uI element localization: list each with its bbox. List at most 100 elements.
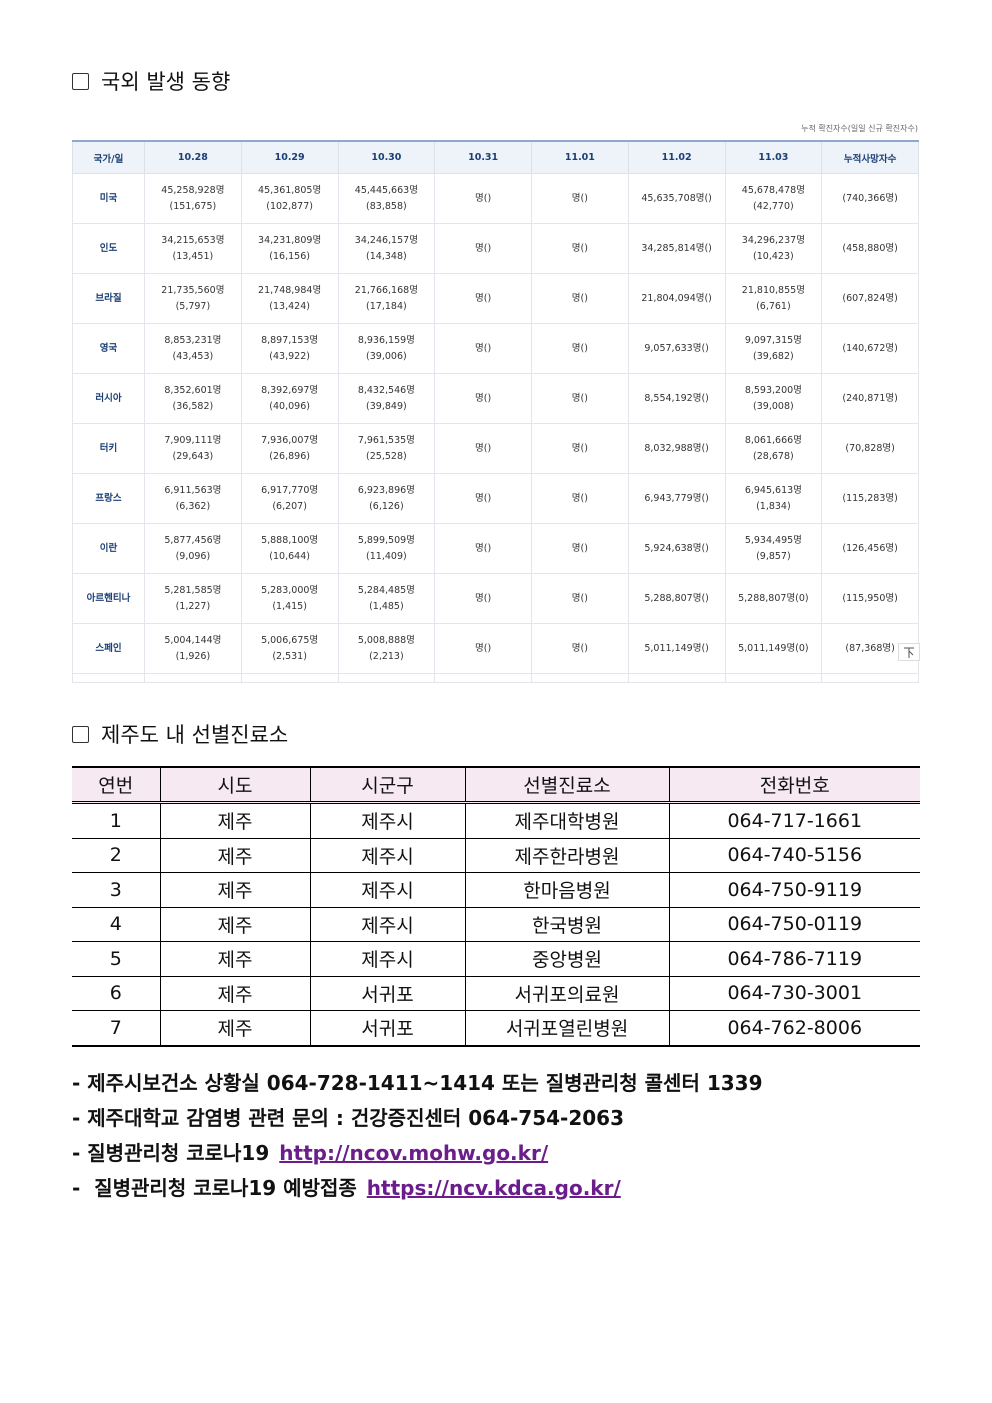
cell: 명() <box>434 573 532 624</box>
header-cell: 11.01 <box>531 140 629 174</box>
cell: 45,445,663명 (83,858) <box>337 173 436 224</box>
header-cell: 전화번호 <box>668 766 920 804</box>
cell-line: (36,582) <box>172 400 214 412</box>
link[interactable]: https://ncv.kdca.go.kr/ <box>366 1176 621 1200</box>
cell: (115,283명) <box>821 473 919 524</box>
cell-line: 8,593,200명 <box>744 384 802 396</box>
cell: 5,283,000명 (1,415) <box>240 573 339 624</box>
cell: 5,877,456명 (9,096) <box>144 523 242 574</box>
cell-line: 34,231,809명 <box>258 234 322 246</box>
cell-line: 21,804,094명() <box>641 292 712 304</box>
checkbox-icon <box>72 725 89 743</box>
cell-line: (6,207) <box>272 500 307 512</box>
cell-line: 5,284,485명 <box>357 584 415 596</box>
cell-line: 명() <box>475 592 492 604</box>
cell-line: 명() <box>475 342 492 354</box>
cell-line: (28,678) <box>753 450 794 462</box>
cell: 명() <box>531 623 629 674</box>
cell: 중앙병원 <box>464 941 670 977</box>
cell: 제주 <box>159 975 311 1011</box>
country-cell: 인도 <box>72 223 145 274</box>
cell-line: 34,246,157명 <box>354 234 418 246</box>
country-cell: 이란 <box>72 523 145 574</box>
row: 인도 34,215,653명 (13,451) 34,231,809명 (16,156)… <box>72 223 919 274</box>
row: 터키 7,909,111명 (29,643) 7,936,007명 (26,896) 7,… <box>72 423 919 474</box>
cell: 서귀포열린병원 <box>464 1010 670 1046</box>
cell-line: (39,849) <box>366 400 407 412</box>
cell-line: 8,061,666명 <box>744 434 802 446</box>
row: 영국 8,853,231명 (43,453) 8,897,153명 (43,922) 8,… <box>72 323 919 374</box>
cell-line: 45,258,928명 <box>161 184 225 196</box>
cell: 9,097,315명 (39,682) <box>724 323 823 374</box>
cell: 3 <box>72 872 161 908</box>
cell-line: (42,770) <box>753 200 794 212</box>
cell-line: 명() <box>475 292 492 304</box>
cell: 명() <box>531 173 629 224</box>
header-cell: 10.30 <box>337 140 436 174</box>
cell: 명() <box>434 523 532 574</box>
cell: 21,810,855명 (6,761) <box>724 273 823 324</box>
title-text: 제주도 내 선별진료소 <box>101 723 289 747</box>
cell: 6,917,770명 (6,207) <box>240 473 339 524</box>
link[interactable]: http://ncov.mohw.go.kr/ <box>279 1141 549 1165</box>
cell: 8,897,153명 (43,922) <box>240 323 339 374</box>
cell: 6,943,779명() <box>627 473 726 524</box>
cell-line: (11,409) <box>366 550 407 562</box>
cell-line: 8,352,601명 <box>164 384 222 396</box>
cell-line: (140,672명) <box>842 342 898 354</box>
note-line: - 질병관리청 코로나19 http://ncov.mohw.go.kr/ <box>72 1137 548 1166</box>
cell-line: 명() <box>571 442 588 454</box>
cell-line: 21,748,984명 <box>258 284 322 296</box>
cell: 명() <box>531 573 629 624</box>
cell: (115,950명) <box>821 573 919 624</box>
scroll-top-icon[interactable] <box>898 643 920 661</box>
cell <box>144 673 242 683</box>
cell-line: 명() <box>571 542 588 554</box>
cell-line: (1,415) <box>272 600 307 612</box>
cell: 제주시 <box>309 837 466 873</box>
cell-line: (25,528) <box>366 450 407 462</box>
cell-line: 8,032,988명() <box>644 442 709 454</box>
cell: 45,258,928명 (151,675) <box>144 173 242 224</box>
cell-line: 5,006,675명 <box>261 634 319 646</box>
cell-line: (39,008) <box>753 400 794 412</box>
cell: 제주시 <box>309 872 466 908</box>
country-cell: 스페인 <box>72 623 145 674</box>
cell-line: 명() <box>571 642 588 654</box>
cell: 6,911,563명 (6,362) <box>144 473 242 524</box>
cell-line: (1,834) <box>756 500 791 512</box>
cell-line: (83,858) <box>366 200 407 212</box>
cell-line: 6,943,779명() <box>644 492 709 504</box>
cell: 5,924,638명() <box>627 523 726 574</box>
note-text: - 제주대학교 감염병 관련 문의 : 건강증진센터 064-754-2063 <box>72 1106 625 1130</box>
cell: 1 <box>72 802 161 839</box>
cell-line: 8,853,231명 <box>164 334 222 346</box>
cell: 5,011,149명() <box>627 623 726 674</box>
country-cell: 러시아 <box>72 373 145 424</box>
cell: 21,735,560명 (5,797) <box>144 273 242 324</box>
header-cell: 10.28 <box>144 140 242 174</box>
cell: 제주대학병원 <box>464 802 670 839</box>
note-text: - 질병관리청 코로나19 예방접종 <box>72 1176 357 1200</box>
cell-line: 명() <box>571 292 588 304</box>
cell: 5,288,807명(0) <box>724 573 823 624</box>
cell <box>72 673 145 683</box>
row: 러시아 8,352,601명 (36,582) 8,392,697명 (40,096) 8… <box>72 373 919 424</box>
cell: 한국병원 <box>464 906 670 942</box>
cell-line: 5,888,100명 <box>261 534 319 546</box>
cell <box>240 673 339 683</box>
section-title: 제주도 내 선별진료소 <box>72 719 288 749</box>
cell: 명() <box>434 473 532 524</box>
cell-line: (43,453) <box>172 350 214 362</box>
cell-line: (2,213) <box>369 650 404 662</box>
note-line: - 질병관리청 코로나19 예방접종 https://ncv.kdca.go.kr… <box>72 1172 621 1201</box>
cell: 한마음병원 <box>464 872 670 908</box>
cell: 명() <box>434 423 532 474</box>
cell-line: 6,923,896명 <box>357 484 415 496</box>
cell: 서귀포 <box>309 975 466 1011</box>
row: 7 제주 서귀포 서귀포열린병원 064-762-8006 <box>72 1010 920 1046</box>
cell: 명() <box>531 273 629 324</box>
table-note: 누적 확진자수(일일 신규 확진자수) <box>801 124 918 133</box>
cell-line: 34,296,237명 <box>741 234 805 246</box>
cell: (458,880명) <box>821 223 919 274</box>
